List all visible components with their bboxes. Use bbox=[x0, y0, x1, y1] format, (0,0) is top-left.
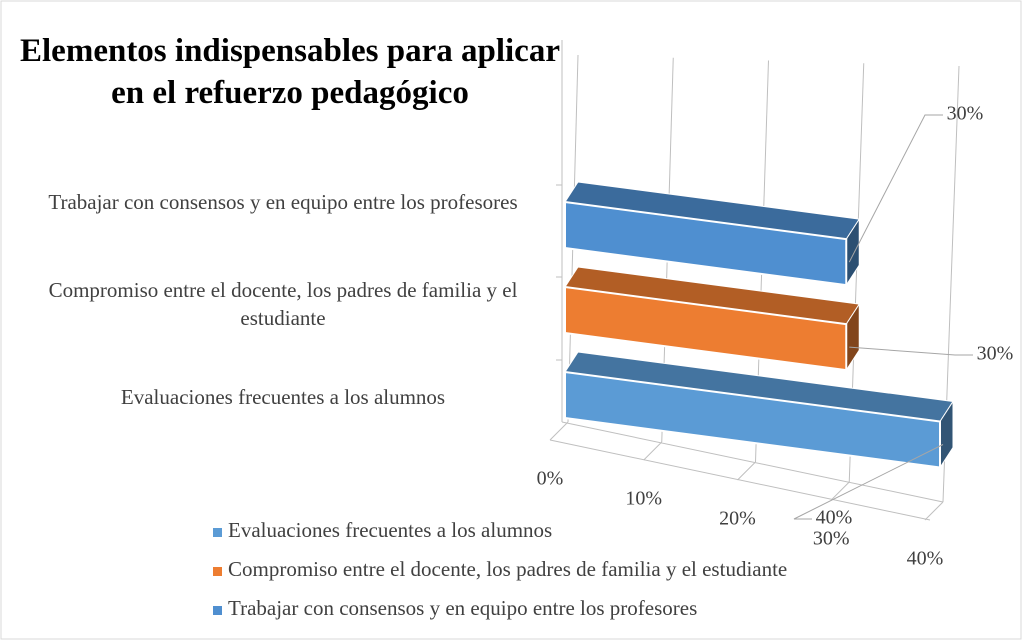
legend-swatch bbox=[213, 605, 222, 615]
chart-title: Elementos indispensables para aplicar en… bbox=[20, 33, 560, 111]
legend-label: Trabajar con consensos y en equipo entre… bbox=[228, 596, 698, 620]
grid-floor bbox=[924, 501, 944, 521]
grid-floor bbox=[737, 461, 756, 481]
x-tick-label: 10% bbox=[625, 488, 662, 510]
x-tick-label: 30% bbox=[813, 528, 850, 550]
x-tick-label: 40% bbox=[907, 548, 944, 570]
bar-front bbox=[564, 370, 941, 469]
y-tick-label: Evaluaciones frecuentes a los alumnos bbox=[120, 385, 446, 409]
axis-floor bbox=[549, 439, 931, 521]
data-label: 30% bbox=[947, 103, 984, 125]
x-tick-label: 20% bbox=[719, 508, 756, 530]
grid-floor bbox=[643, 441, 663, 461]
axis-floor-back bbox=[561, 421, 944, 503]
data-label: 30% bbox=[977, 343, 1014, 365]
bar-front bbox=[564, 200, 848, 287]
x-tick-label: 0% bbox=[537, 468, 564, 490]
legend-swatch bbox=[213, 566, 222, 576]
legend-entry: Trabajar con consensos y en equipo entre… bbox=[213, 596, 697, 621]
legend-entry: Compromiso entre el docente, los padres … bbox=[213, 557, 787, 582]
bar bbox=[564, 266, 861, 372]
legend-entry: Evaluaciones frecuentes a los alumnos bbox=[213, 518, 552, 543]
grid-floor bbox=[830, 481, 850, 501]
bar-front bbox=[564, 285, 848, 372]
legend-label: Evaluaciones frecuentes a los alumnos bbox=[228, 518, 553, 542]
legend-label: Compromiso entre el docente, los padres … bbox=[228, 557, 788, 581]
leader-line bbox=[849, 346, 973, 356]
legend-swatch bbox=[213, 527, 222, 537]
data-label: 40% bbox=[816, 507, 853, 529]
grid-floor bbox=[549, 421, 569, 441]
y-tick-label: Compromiso entre el docente, los padres … bbox=[48, 278, 518, 330]
bar bbox=[564, 351, 954, 470]
leader-line bbox=[848, 114, 943, 263]
bar bbox=[564, 181, 861, 287]
y-tick-label: Trabajar con consensos y en equipo entre… bbox=[48, 190, 518, 214]
leader-line bbox=[793, 444, 944, 520]
